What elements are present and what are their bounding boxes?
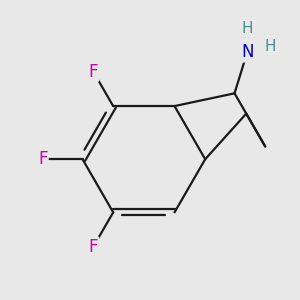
Text: F: F bbox=[88, 238, 98, 256]
Text: F: F bbox=[38, 150, 47, 168]
Text: H: H bbox=[265, 39, 276, 54]
Text: H: H bbox=[242, 22, 253, 37]
Text: N: N bbox=[241, 43, 253, 61]
Text: F: F bbox=[88, 62, 98, 80]
